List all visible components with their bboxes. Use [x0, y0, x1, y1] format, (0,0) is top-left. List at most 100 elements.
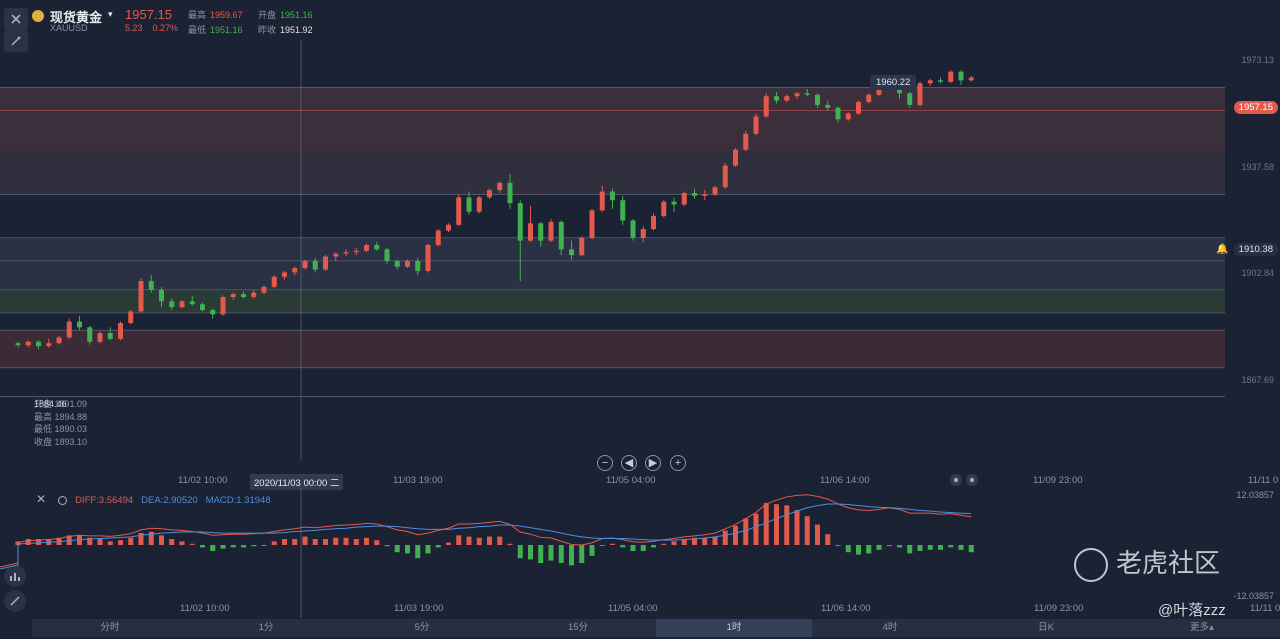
macd-bar: [599, 545, 605, 546]
macd-bar: [353, 539, 359, 545]
candle: [938, 77, 943, 84]
candle: [487, 188, 492, 199]
candle: [507, 174, 513, 209]
tab-5min[interactable]: 5分: [414, 622, 430, 633]
macd-bar: [620, 545, 626, 548]
candle: [579, 236, 585, 257]
macd-bar: [794, 510, 800, 545]
toggle-dot-1[interactable]: [950, 474, 962, 486]
instrument-name[interactable]: 现货黄金: [50, 10, 103, 25]
macd-bar: [302, 536, 308, 545]
scroll-back-button[interactable]: ◀: [621, 455, 637, 471]
settings-icon[interactable]: [58, 495, 68, 505]
macd-bar: [97, 539, 103, 545]
macd-bar: [528, 545, 533, 560]
macd-bar: [210, 545, 216, 551]
last-price: 1957.15: [125, 7, 172, 22]
watermark-user: @叶落zzz: [1158, 602, 1226, 619]
alert-price-tag[interactable]: 1910.38: [1233, 243, 1278, 256]
timeframe-tabs: 分时 1分 5分 15分 1时 4时 日K 更多▴: [32, 619, 1280, 637]
macd-bar: [36, 539, 41, 545]
candle: [394, 259, 400, 270]
diff-value: DIFF:3.56494: [75, 495, 134, 506]
tab-15min[interactable]: 15分: [567, 622, 589, 633]
candle: [476, 195, 482, 214]
candle: [856, 100, 861, 115]
tab-timeshare[interactable]: 分时: [100, 622, 120, 633]
candle: [456, 194, 462, 227]
candle: [743, 130, 749, 152]
x-label-5: 11/09 23:00: [1033, 475, 1083, 486]
x-label-3: 11/05 04:00: [606, 475, 656, 486]
candle: [569, 240, 574, 260]
peak-price-tag: 1960.22: [870, 75, 917, 90]
candle: [36, 340, 41, 349]
price-change: 5.23 0.27%: [125, 23, 188, 33]
toggle-dot-2[interactable]: [966, 474, 978, 486]
candle: [917, 81, 923, 107]
candle: [343, 249, 349, 257]
y-label-3: 1902.84: [1241, 268, 1274, 278]
zoom-in-button[interactable]: +: [670, 455, 686, 471]
macd-bar: [681, 539, 687, 545]
dea-line: [0, 503, 972, 570]
change-value: 5.23: [125, 23, 143, 33]
candle: [364, 243, 369, 253]
macd-bar: [763, 503, 769, 545]
macd-bar: [118, 540, 123, 545]
macd-bar: [128, 537, 134, 545]
macd-bar: [415, 545, 421, 559]
close-chart-button[interactable]: [4, 8, 28, 30]
candle: [435, 229, 441, 247]
candle: [774, 91, 779, 104]
macd-bar: [220, 545, 226, 549]
candle: [558, 220, 564, 256]
candle: [835, 106, 841, 123]
zoom-out-button[interactable]: −: [597, 455, 613, 471]
tab-1hour[interactable]: 1时: [656, 619, 812, 637]
macd-bar: [323, 539, 328, 545]
tab-more[interactable]: 更多▴: [1190, 622, 1214, 633]
draw-tool-button[interactable]: [4, 30, 28, 52]
candle: [630, 219, 636, 241]
macd-bar: [261, 545, 267, 546]
close-indicator-icon[interactable]: ✕: [36, 492, 47, 506]
macd-chart[interactable]: [0, 488, 1280, 618]
macd-bar: [405, 545, 410, 554]
macd-bar: [651, 545, 656, 548]
tab-1min[interactable]: 1分: [258, 622, 274, 633]
macd-bar: [487, 536, 492, 545]
candle: [138, 278, 144, 313]
draw-tool-button-2[interactable]: [4, 590, 26, 612]
chevron-down-icon[interactable]: ▾: [108, 9, 113, 19]
candle: [261, 285, 267, 295]
macd-bar: [927, 545, 933, 550]
ohlc-low: 最低 1890.03: [34, 424, 88, 434]
candle: [425, 243, 431, 273]
open-stat: 开盘 1951.16: [258, 10, 313, 20]
candlestick-chart[interactable]: [0, 40, 1280, 460]
macd-bar: [292, 539, 298, 545]
candle: [466, 191, 472, 215]
bottom-x-label-4: 11/06 14:00: [821, 603, 871, 614]
candle: [77, 315, 82, 331]
candle: [230, 292, 236, 300]
y-label-2: 1937.58: [1241, 162, 1274, 172]
indicator-button[interactable]: [4, 565, 26, 587]
macd-bar: [394, 545, 400, 553]
candle: [25, 340, 31, 348]
tab-daily[interactable]: 日K: [1038, 622, 1054, 633]
change-pct: 0.27%: [152, 23, 179, 33]
tab-4hour[interactable]: 4时: [882, 622, 898, 633]
candle: [241, 291, 246, 299]
macd-bar: [733, 525, 738, 545]
crosshair-price-overlay: 1884.46: [34, 399, 67, 409]
macd-bar: [384, 545, 390, 547]
candle: [446, 223, 451, 232]
bell-icon[interactable]: 🔔: [1216, 244, 1229, 255]
candle: [661, 200, 667, 218]
scroll-forward-button[interactable]: ▶: [645, 455, 661, 471]
macd-bar: [446, 542, 451, 545]
candle: [548, 219, 554, 243]
candle: [189, 295, 195, 306]
